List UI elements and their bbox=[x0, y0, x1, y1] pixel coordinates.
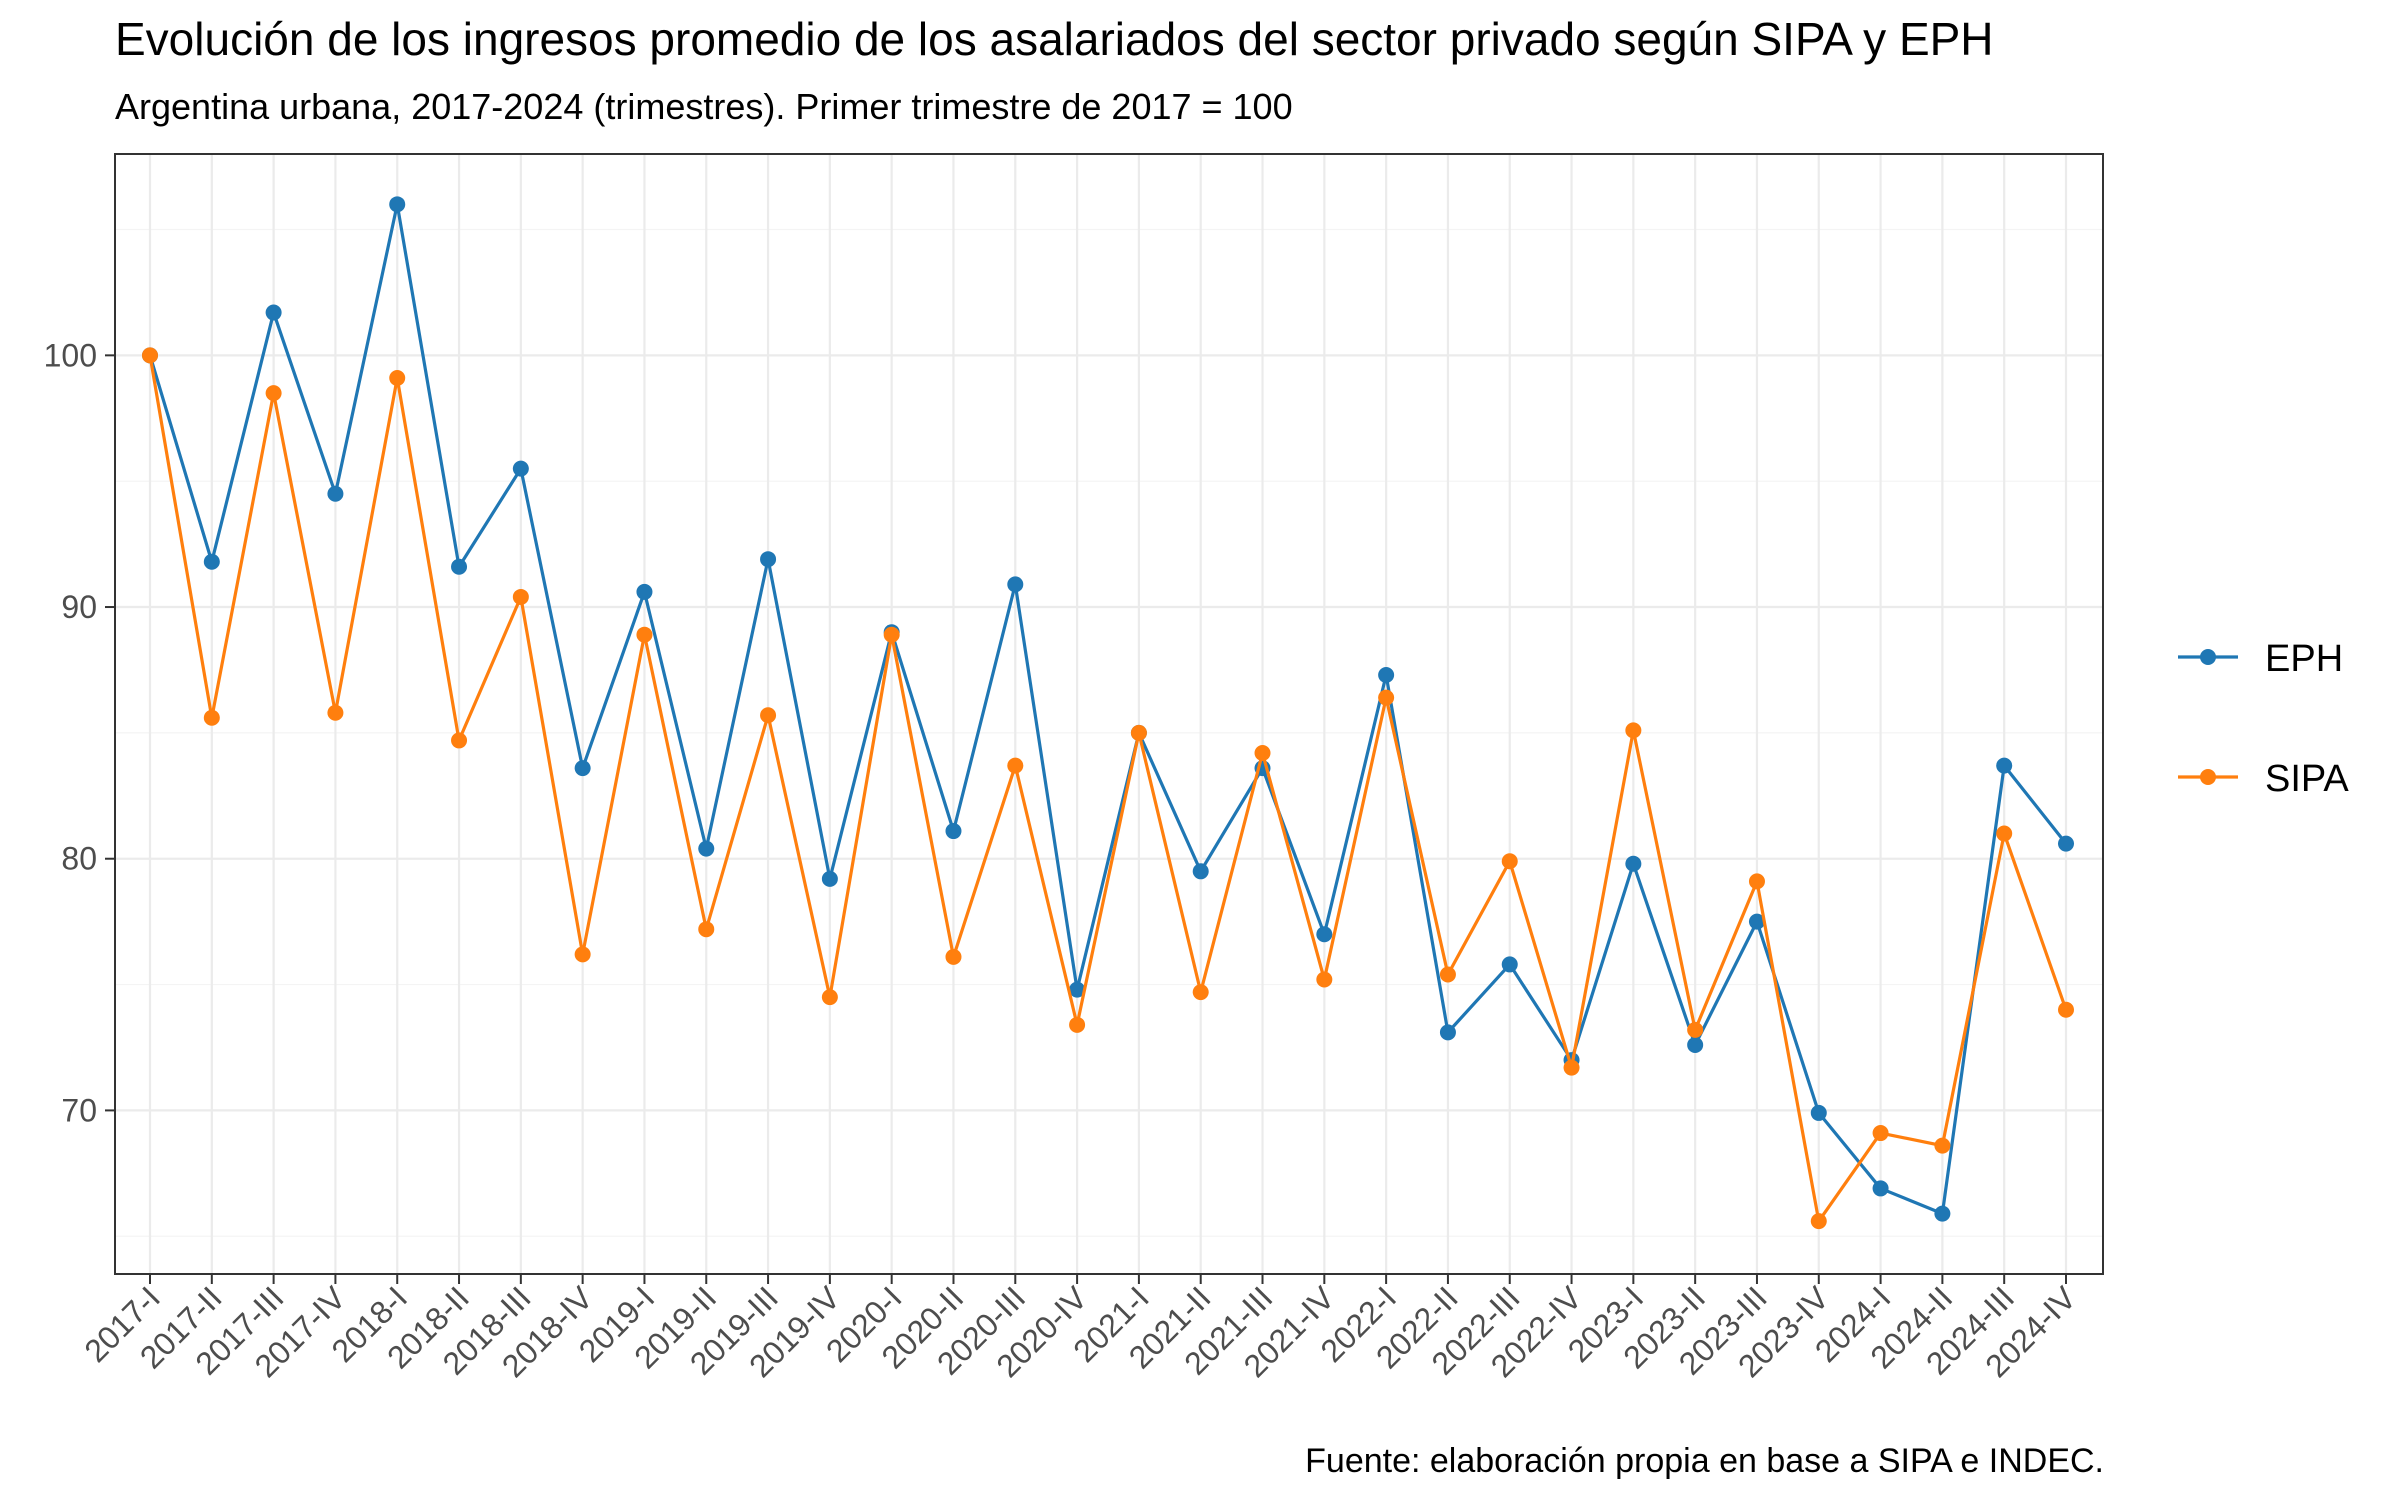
y-tick-label: 80 bbox=[61, 841, 97, 877]
series-line-sipa bbox=[148, 355, 2068, 1223]
series bbox=[142, 196, 2074, 1230]
data-point-eph bbox=[1069, 981, 1086, 998]
data-point-sipa bbox=[1007, 757, 1024, 774]
data-point-sipa bbox=[1872, 1125, 1889, 1142]
data-point-sipa bbox=[1192, 984, 1209, 1001]
y-tick-label: 90 bbox=[61, 589, 97, 625]
chart-caption: Fuente: elaboración propia en base a SIP… bbox=[1305, 1442, 2104, 1480]
data-point-eph bbox=[1501, 956, 1518, 973]
data-point-sipa bbox=[1439, 966, 1456, 983]
data-point-eph bbox=[451, 558, 468, 575]
data-point-eph bbox=[2058, 835, 2074, 852]
data-point-sipa bbox=[945, 948, 962, 965]
data-point-sipa bbox=[698, 921, 715, 938]
data-point-sipa bbox=[512, 588, 529, 605]
data-point-eph bbox=[1687, 1036, 1704, 1053]
data-point-sipa bbox=[760, 707, 777, 724]
data-point-sipa bbox=[1563, 1059, 1580, 1076]
data-point-sipa bbox=[1687, 1021, 1704, 1038]
data-point-sipa bbox=[1316, 971, 1333, 988]
data-point-sipa bbox=[2058, 1001, 2074, 1018]
legend-point-eph bbox=[2200, 649, 2216, 665]
data-point-eph bbox=[1316, 926, 1333, 943]
data-point-eph bbox=[1934, 1205, 1951, 1222]
data-point-sipa bbox=[1069, 1016, 1086, 1033]
data-point-eph bbox=[512, 460, 529, 477]
data-point-eph bbox=[760, 551, 777, 568]
data-point-sipa bbox=[1625, 722, 1642, 739]
data-point-sipa bbox=[1748, 873, 1765, 890]
data-point-eph bbox=[698, 840, 715, 857]
y-tick-label: 100 bbox=[44, 337, 97, 373]
data-point-eph bbox=[1810, 1104, 1827, 1121]
data-point-eph bbox=[389, 196, 406, 213]
data-point-sipa bbox=[389, 370, 406, 386]
data-point-eph bbox=[1872, 1180, 1889, 1197]
data-point-sipa bbox=[265, 385, 282, 402]
data-point-sipa bbox=[1934, 1137, 1951, 1154]
legend-point-sipa bbox=[2200, 769, 2216, 785]
data-point-eph bbox=[1007, 576, 1024, 593]
data-point-eph bbox=[1625, 855, 1642, 872]
data-point-eph bbox=[1439, 1024, 1456, 1041]
data-point-sipa bbox=[327, 704, 344, 721]
data-point-eph bbox=[1192, 863, 1209, 880]
data-point-sipa bbox=[1996, 825, 2013, 842]
data-point-sipa bbox=[142, 347, 158, 364]
data-point-sipa bbox=[203, 709, 220, 726]
data-point-sipa bbox=[574, 946, 591, 963]
legend-label-sipa: SIPA bbox=[2265, 758, 2349, 800]
grid bbox=[115, 154, 2103, 1274]
data-point-eph bbox=[821, 870, 838, 887]
data-point-eph bbox=[945, 823, 962, 840]
data-point-eph bbox=[203, 553, 220, 570]
data-point-sipa bbox=[451, 732, 468, 749]
plot-panel bbox=[115, 154, 2103, 1274]
data-point-eph bbox=[265, 304, 282, 321]
plot-border bbox=[114, 153, 2104, 1275]
data-point-eph bbox=[327, 485, 344, 502]
data-point-sipa bbox=[636, 626, 653, 643]
data-point-eph bbox=[1378, 666, 1395, 683]
data-point-sipa bbox=[1810, 1213, 1827, 1230]
y-tick-label: 70 bbox=[61, 1092, 97, 1128]
data-point-sipa bbox=[1254, 745, 1271, 762]
chart-subtitle: Argentina urbana, 2017-2024 (trimestres)… bbox=[115, 86, 1293, 127]
data-point-eph bbox=[1996, 757, 2013, 774]
series-line-eph bbox=[148, 202, 2068, 1216]
chart-title: Evolución de los ingresos promedio de lo… bbox=[115, 13, 1994, 65]
data-point-sipa bbox=[821, 989, 838, 1006]
data-point-sipa bbox=[1130, 724, 1147, 741]
data-point-sipa bbox=[1501, 853, 1518, 870]
legend: EPH SIPA bbox=[2178, 638, 2349, 800]
data-point-eph bbox=[636, 583, 653, 600]
data-point-sipa bbox=[1378, 689, 1395, 706]
data-point-eph bbox=[1748, 913, 1765, 930]
data-point-sipa bbox=[883, 626, 900, 643]
data-point-eph bbox=[574, 760, 591, 777]
legend-label-eph: EPH bbox=[2265, 638, 2343, 680]
